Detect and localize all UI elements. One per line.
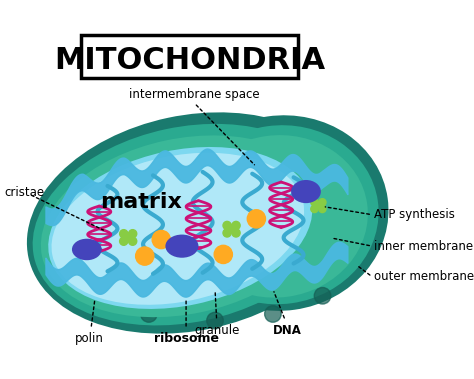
Circle shape bbox=[214, 245, 232, 263]
Text: ATP synthesis: ATP synthesis bbox=[374, 208, 455, 221]
Ellipse shape bbox=[27, 112, 354, 334]
Circle shape bbox=[223, 221, 231, 230]
Text: granule: granule bbox=[194, 324, 239, 337]
Circle shape bbox=[319, 205, 326, 213]
Circle shape bbox=[311, 205, 318, 213]
Circle shape bbox=[141, 306, 157, 322]
Ellipse shape bbox=[33, 124, 339, 326]
Ellipse shape bbox=[186, 135, 368, 298]
FancyBboxPatch shape bbox=[81, 35, 298, 78]
Circle shape bbox=[136, 247, 154, 265]
Circle shape bbox=[128, 237, 137, 245]
Circle shape bbox=[119, 230, 128, 238]
Text: polin: polin bbox=[75, 332, 104, 345]
Circle shape bbox=[232, 221, 240, 230]
Circle shape bbox=[264, 306, 281, 322]
Ellipse shape bbox=[48, 147, 312, 309]
Circle shape bbox=[315, 201, 322, 208]
Ellipse shape bbox=[291, 180, 321, 203]
Text: MITOCHONDRIA: MITOCHONDRIA bbox=[54, 45, 325, 75]
Circle shape bbox=[228, 224, 236, 233]
Ellipse shape bbox=[72, 239, 102, 260]
Ellipse shape bbox=[52, 153, 304, 305]
Circle shape bbox=[319, 199, 326, 206]
Circle shape bbox=[119, 237, 128, 245]
Circle shape bbox=[223, 229, 231, 237]
Circle shape bbox=[247, 210, 265, 228]
Ellipse shape bbox=[41, 135, 326, 317]
Text: DNA: DNA bbox=[273, 324, 302, 337]
Ellipse shape bbox=[174, 115, 389, 311]
Circle shape bbox=[207, 312, 223, 329]
Circle shape bbox=[128, 230, 137, 238]
Ellipse shape bbox=[181, 125, 379, 304]
Circle shape bbox=[152, 230, 170, 249]
Text: ribosome: ribosome bbox=[154, 332, 219, 345]
Circle shape bbox=[91, 289, 108, 306]
Circle shape bbox=[232, 229, 240, 237]
Ellipse shape bbox=[165, 235, 199, 258]
Text: intermembrane space: intermembrane space bbox=[129, 88, 260, 102]
Circle shape bbox=[124, 233, 132, 241]
Circle shape bbox=[311, 199, 318, 206]
Text: inner membrane: inner membrane bbox=[374, 240, 473, 253]
Text: cristae: cristae bbox=[5, 186, 45, 199]
Text: matrix: matrix bbox=[100, 192, 182, 212]
Circle shape bbox=[314, 288, 331, 304]
Text: outer membrane: outer membrane bbox=[374, 270, 474, 283]
